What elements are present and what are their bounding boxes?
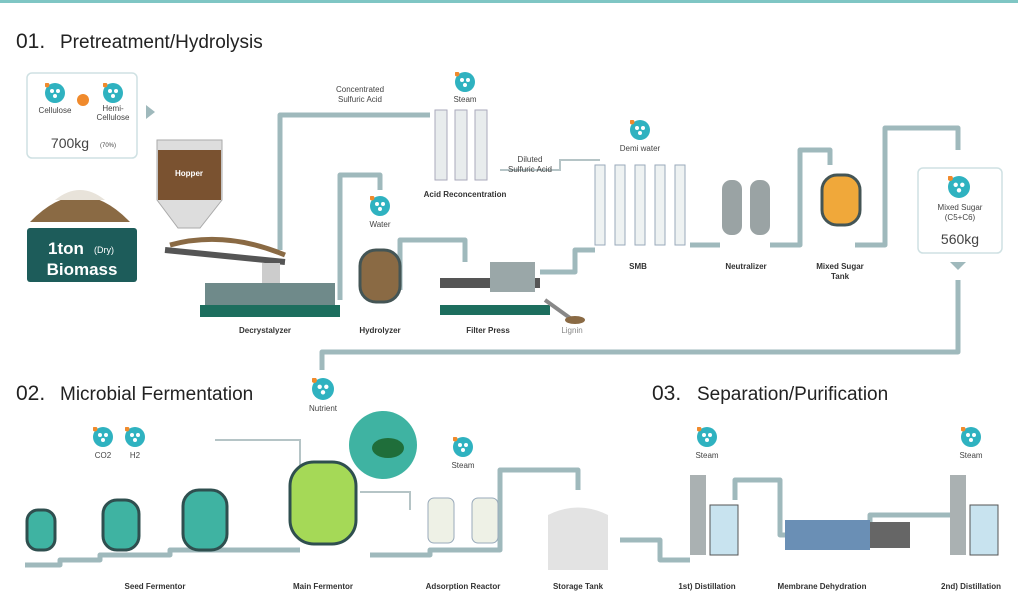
label: Demi water bbox=[620, 144, 661, 153]
steam-icon bbox=[455, 72, 475, 92]
label: Acid Reconcentration bbox=[424, 190, 507, 199]
steam-icon bbox=[697, 427, 717, 447]
label: CO2 bbox=[95, 451, 112, 460]
label: Steam bbox=[695, 451, 718, 460]
conveyor bbox=[164, 247, 286, 265]
microbe-cell bbox=[372, 438, 404, 458]
section-title: Separation/Purification bbox=[697, 384, 888, 405]
label: Decrystalyzer bbox=[239, 326, 291, 335]
label: Cellulose bbox=[39, 106, 72, 115]
biomass-pile bbox=[30, 196, 130, 222]
decrystalyzer-feed bbox=[262, 263, 280, 283]
neutralizer bbox=[750, 180, 770, 235]
product-mass: 560kg bbox=[941, 231, 979, 247]
hydrolyzer bbox=[358, 248, 402, 304]
label: Lignin bbox=[561, 326, 582, 335]
label: Steam bbox=[959, 451, 982, 460]
decrystalyzer-base bbox=[200, 305, 340, 317]
section-title: Pretreatment/Hydrolysis bbox=[60, 32, 263, 53]
label: Nutrient bbox=[309, 404, 338, 413]
conveyor-load bbox=[169, 236, 286, 258]
section-number: 01. bbox=[16, 30, 45, 53]
nutrient-icon bbox=[312, 378, 334, 400]
filter-plates bbox=[490, 262, 535, 292]
product-box bbox=[917, 167, 1003, 254]
biomass-note: (Dry) bbox=[94, 245, 114, 255]
label: SMB bbox=[629, 262, 647, 271]
hopper-content bbox=[158, 150, 221, 200]
biomass-amount: 1ton bbox=[48, 239, 84, 258]
label: (C5+C6) bbox=[945, 213, 976, 222]
label: Concentrated Sulfuric Acid bbox=[336, 85, 384, 104]
label: Membrane Dehydration bbox=[778, 582, 867, 591]
mixed-sugar-tank bbox=[820, 173, 862, 227]
label: Water bbox=[369, 220, 390, 229]
adsorption-reactor bbox=[471, 497, 499, 544]
membrane bbox=[785, 520, 870, 550]
steam-icon bbox=[453, 437, 473, 457]
distillation-vessel bbox=[969, 504, 999, 556]
label: Mixed Sugar bbox=[938, 203, 983, 212]
demi-icon bbox=[630, 120, 650, 140]
label: Adsorption Reactor bbox=[426, 582, 501, 591]
label: Filter Press bbox=[466, 326, 510, 335]
label: Neutralizer bbox=[725, 262, 766, 271]
feed-mass: 700kg bbox=[51, 135, 89, 151]
label: Steam bbox=[453, 95, 476, 104]
distillation-column bbox=[950, 475, 966, 555]
co2-icon bbox=[93, 427, 113, 447]
adsorption-reactor bbox=[427, 497, 455, 544]
label: Hemi-Cellulose bbox=[97, 104, 130, 122]
water-icon bbox=[370, 196, 390, 216]
arrow bbox=[146, 105, 155, 119]
seed-fermentors bbox=[25, 488, 229, 552]
label: Hydrolyzer bbox=[359, 326, 400, 335]
top-border bbox=[0, 0, 1018, 3]
membrane-end bbox=[870, 522, 910, 548]
section-number: 02. bbox=[16, 382, 45, 405]
biomass-pile bbox=[55, 190, 105, 200]
label: 2nd) Distillation bbox=[941, 582, 1001, 591]
smb-columns bbox=[594, 164, 686, 246]
label: Mixed Sugar Tank bbox=[816, 262, 864, 281]
section-number: 03. bbox=[652, 382, 681, 405]
label: Seed Fermentor bbox=[125, 582, 186, 591]
storage-tank bbox=[548, 507, 608, 570]
label: Storage Tank bbox=[553, 582, 604, 591]
neutralizer bbox=[722, 180, 742, 235]
main-fermentor bbox=[288, 460, 358, 546]
lignin-pile bbox=[565, 316, 585, 324]
h2-icon bbox=[125, 427, 145, 447]
biomass-name: Biomass bbox=[47, 260, 118, 279]
feed-share: (70%) bbox=[100, 143, 116, 149]
label: H2 bbox=[130, 451, 141, 460]
lignin-chute bbox=[543, 298, 572, 320]
distillation-vessel bbox=[709, 504, 739, 556]
biomass-box bbox=[27, 228, 137, 282]
arrow bbox=[950, 262, 966, 270]
filter-base bbox=[440, 305, 550, 315]
label: Diluted Sulfuric Acid bbox=[508, 155, 552, 174]
steam-icon bbox=[961, 427, 981, 447]
label: Steam bbox=[451, 461, 474, 470]
section-title: Microbial Fermentation bbox=[60, 384, 253, 405]
acid-columns bbox=[434, 109, 488, 181]
label: Hopper bbox=[175, 169, 203, 178]
label: 1st) Distillation bbox=[678, 582, 735, 591]
label: Main Fermentor bbox=[293, 582, 353, 591]
decrystalyzer bbox=[205, 283, 335, 305]
distillation-column bbox=[690, 475, 706, 555]
plus-icon bbox=[77, 94, 89, 106]
pipes bbox=[25, 112, 961, 568]
